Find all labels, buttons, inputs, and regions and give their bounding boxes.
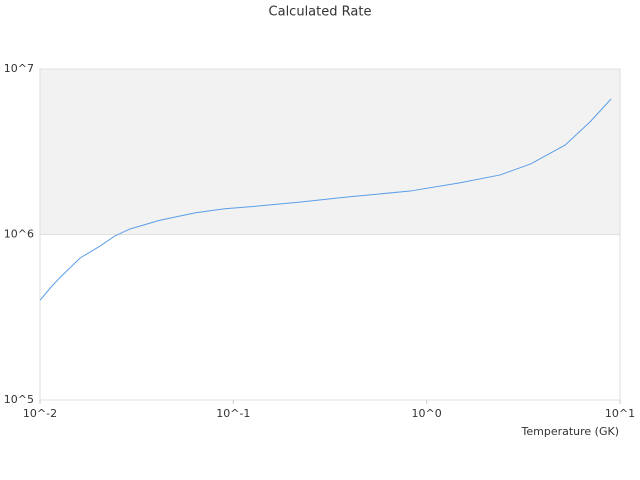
chart-title: Calculated Rate: [269, 5, 372, 20]
x-tick-label: 10^0: [412, 407, 442, 420]
y-tick-label: 10^5: [4, 393, 34, 406]
x-axis-label: Temperature (GK): [521, 425, 620, 438]
line: [39, 98, 612, 301]
y-tick-label: 10^7: [4, 62, 34, 75]
x-tick-label: 10^1: [605, 407, 635, 420]
plot-band: [40, 69, 620, 235]
x-tick-label: 10^-2: [23, 407, 57, 420]
y-tick-label: 10^6: [4, 228, 34, 241]
x-tick-label: 10^-1: [216, 407, 250, 420]
